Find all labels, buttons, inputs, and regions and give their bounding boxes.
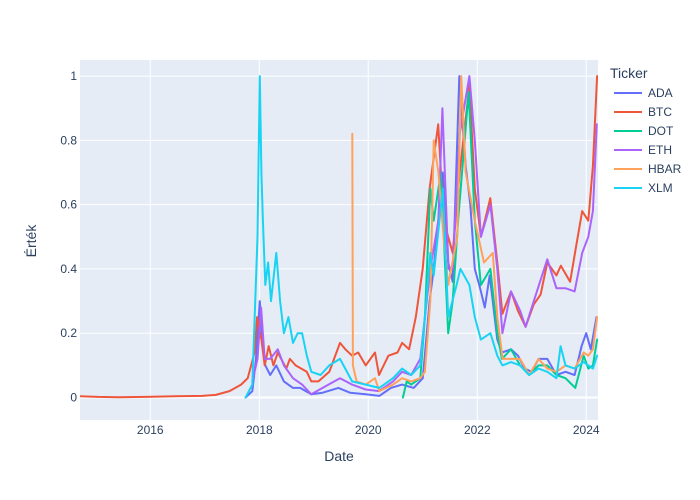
x-tick-labels: 2016 2018 2020 2022 2024 — [137, 423, 600, 437]
legend-label-btc: BTC — [648, 105, 672, 119]
legend-title: Ticker — [610, 65, 648, 81]
series-line-dot — [401, 91, 598, 399]
y-tick-label: 0.8 — [60, 133, 77, 147]
series-line-ada — [244, 75, 598, 399]
legend-label-eth: ETH — [648, 143, 672, 157]
legend: Ticker ADA BTC DOT ETH HBAR XLM — [610, 65, 682, 195]
y-tick-label: 0.6 — [60, 198, 77, 212]
y-tick-label: 0.2 — [60, 326, 77, 340]
x-tick-label: 2024 — [573, 423, 600, 437]
y-tick-label: 1 — [70, 69, 77, 83]
x-tick-label: 2016 — [137, 423, 164, 437]
y-tick-labels: 0 0.2 0.4 0.6 0.8 1 — [60, 69, 77, 404]
y-tick-label: 0 — [70, 391, 77, 405]
y-tick-label: 0.4 — [60, 262, 77, 276]
legend-label-dot: DOT — [648, 124, 674, 138]
x-tick-label: 2018 — [246, 423, 273, 437]
legend-label-xlm: XLM — [648, 181, 673, 195]
legend-items: ADA BTC DOT ETH HBAR XLM — [614, 86, 682, 195]
y-axis-title: Érték — [23, 224, 39, 258]
x-tick-label: 2020 — [355, 423, 382, 437]
series-layer — [80, 75, 598, 399]
x-tick-label: 2022 — [464, 423, 491, 437]
series-line-eth — [251, 75, 598, 396]
legend-label-hbar: HBAR — [648, 162, 682, 176]
series-line-xlm — [244, 75, 598, 399]
legend-label-ada: ADA — [648, 86, 673, 100]
x-axis-title: Date — [324, 448, 354, 464]
y-grid — [80, 75, 598, 399]
